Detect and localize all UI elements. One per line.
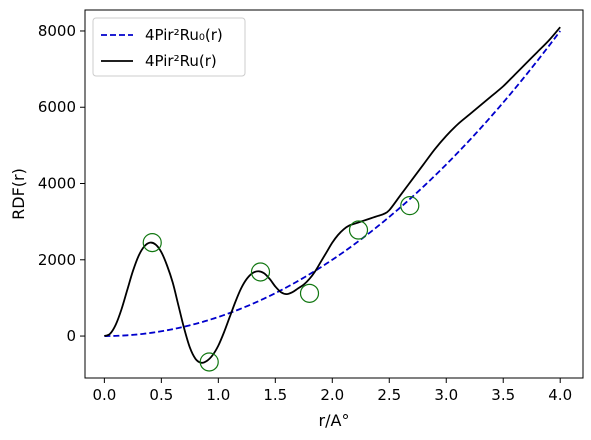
- x-tick-label: 4.0: [548, 386, 572, 404]
- y-axis-label: RDF(r): [9, 168, 28, 220]
- x-tick-label: 3.5: [491, 386, 515, 404]
- peak-marker: [400, 196, 420, 216]
- peak-marker: [299, 283, 320, 303]
- y-tick-label: 4000: [38, 175, 76, 193]
- y-tick-label: 2000: [38, 251, 76, 269]
- x-tick-label: 3.0: [434, 386, 458, 404]
- plot-frame: [84, 9, 584, 379]
- peak-marker: [348, 220, 369, 240]
- x-axis: 0.0 0.5 1.0 1.5 2.0 2.5 3.0 3.5 4.0: [92, 378, 572, 404]
- peak-marker: [199, 352, 219, 372]
- legend-entry-rdf: 4Pir²Ru(r): [145, 52, 217, 70]
- x-tick-label: 0.5: [149, 386, 173, 404]
- x-axis-label: r/A°: [319, 411, 350, 430]
- legend-entry-ideal-rdf: 4Pir²Ru₀(r): [145, 26, 223, 44]
- y-tick-label: 6000: [38, 98, 76, 116]
- x-tick-label: 2.5: [377, 386, 401, 404]
- legend: 4Pir²Ru₀(r) 4Pir²Ru(r): [92, 17, 246, 77]
- x-tick-label: 1.5: [263, 386, 287, 404]
- plot-area: [104, 26, 561, 372]
- y-tick-label: 0: [66, 327, 76, 345]
- y-tick-label: 8000: [38, 22, 76, 40]
- series-line-rdf: [104, 26, 561, 364]
- marker-layer: [142, 196, 420, 372]
- peak-marker: [250, 262, 271, 282]
- x-tick-label: 0.0: [92, 386, 116, 404]
- peak-marker: [142, 233, 162, 253]
- x-tick-label: 1.0: [206, 386, 230, 404]
- series-line-ideal-rdf: [104, 30, 561, 337]
- x-tick-label: 2.0: [320, 386, 344, 404]
- y-axis: 0 2000 4000 6000 8000: [38, 22, 85, 345]
- series-layer: [104, 26, 561, 364]
